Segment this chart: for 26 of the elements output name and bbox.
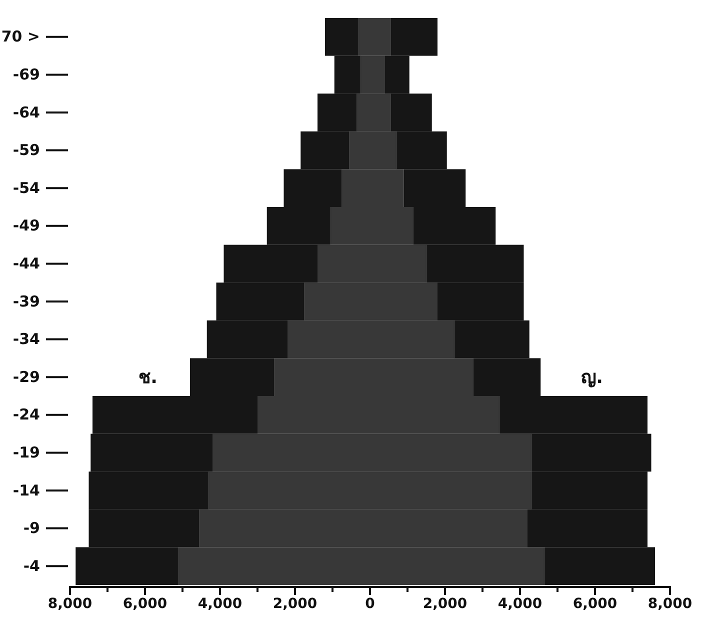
x-tick-label: 2,000 — [422, 596, 468, 612]
y-tick-label: -54 — [12, 178, 40, 197]
y-tick-label: -19 — [12, 444, 40, 462]
series-label: ญ. — [581, 367, 603, 388]
y-tick-label: -9 — [23, 519, 40, 538]
x-tick-label: 6,000 — [572, 596, 618, 612]
y-tick-label: -69 — [12, 66, 40, 84]
x-tick-label: 0 — [365, 596, 376, 612]
y-tick-label: -44 — [12, 254, 40, 272]
series-label: ช. — [138, 367, 158, 388]
y-tick-label: -4 — [23, 556, 40, 575]
y-tick-label: -64 — [12, 103, 40, 122]
x-tick-label: 8,000 — [648, 596, 692, 612]
x-tick-label: 4,000 — [198, 596, 242, 612]
x-tick-label: 8,000 — [48, 596, 92, 612]
y-tick-label: 70 > — [1, 28, 40, 46]
y-tick-label: -29 — [12, 368, 40, 386]
y-tick-label: -34 — [12, 330, 40, 348]
y-tick-label: -39 — [12, 292, 40, 310]
y-tick-label: -59 — [12, 141, 40, 160]
y-tick-label: -49 — [12, 216, 40, 235]
x-tick-label: 6,000 — [122, 596, 168, 612]
x-tick-label: 2,000 — [272, 596, 318, 612]
y-tick-label: -14 — [12, 481, 40, 500]
x-tick-label: 4,000 — [498, 596, 542, 612]
y-tick-label: -24 — [12, 406, 40, 424]
